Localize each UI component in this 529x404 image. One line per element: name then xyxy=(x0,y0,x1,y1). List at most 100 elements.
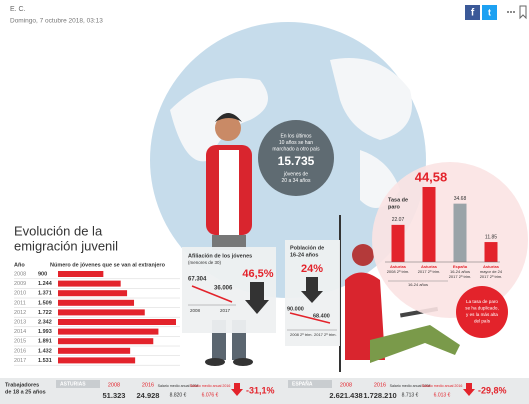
value-label: 1.891 xyxy=(38,339,52,345)
bar xyxy=(422,187,436,262)
value: 68.400 xyxy=(313,313,330,319)
emigration-table: 2008 900 2009 1.244 2010 1.371 2011 1.509 2012 1.… xyxy=(14,271,180,366)
salary-label: Salario medio anual 2008 xyxy=(158,384,199,388)
period: 2008 2º trim. xyxy=(290,332,313,337)
bar xyxy=(58,357,136,364)
down-arrow xyxy=(463,383,475,396)
twitter-button[interactable] xyxy=(482,5,497,20)
value-label: 1.371 xyxy=(38,291,52,297)
year: 2008 xyxy=(340,382,352,388)
region-band xyxy=(56,380,100,388)
column-header: Número de jóvenes que se van al extranje… xyxy=(50,262,166,268)
year: 2016 xyxy=(374,382,386,388)
year: 2015 xyxy=(14,339,26,345)
value: 51.323 xyxy=(103,391,126,400)
region-name: ESPAÑA xyxy=(292,380,313,387)
value: 36.006 xyxy=(214,286,233,292)
bar xyxy=(58,290,128,297)
value-label: 34.68 xyxy=(454,196,467,202)
year: 2017 xyxy=(14,358,26,364)
value-label: 22.07 xyxy=(392,217,405,223)
value-label: 2.342 xyxy=(38,319,52,325)
bubble-number: 15.735 xyxy=(278,154,315,168)
author: E. C. xyxy=(10,6,26,13)
year: 2011 xyxy=(14,300,26,306)
salary-label: Salario medio anual 2016 xyxy=(422,384,463,388)
population-title: Población de xyxy=(290,245,324,251)
twitter-icon[interactable]: t xyxy=(488,7,491,17)
value-label: 900 xyxy=(38,271,47,277)
year: 2014 xyxy=(14,329,26,335)
salary: 8.820 € xyxy=(170,392,187,398)
more-button[interactable] xyxy=(510,11,512,13)
bubble xyxy=(258,120,334,196)
value-label: 11.85 xyxy=(485,234,497,240)
salary: 8.713 € xyxy=(402,392,419,398)
unemployment-title: Tasa de xyxy=(388,197,408,203)
salary: 6.076 € xyxy=(202,392,219,398)
year: 2009 xyxy=(14,281,26,287)
bar xyxy=(58,271,104,277)
note-line: y es la más alta xyxy=(466,312,498,317)
down-arrow xyxy=(301,277,323,303)
affiliation-title: Afiliación de los jóvenes xyxy=(188,253,252,259)
workers-regions: ASTURIAS 2008 51.323 2016 24.928 Salario medi… xyxy=(56,380,507,400)
value-label: 1.509 xyxy=(38,300,52,306)
bubble-line: 10 años se han xyxy=(279,140,313,146)
bubble-line: 20 a 34 años xyxy=(282,178,311,184)
bar-label: 16-24 años xyxy=(450,269,470,274)
affiliation-subtitle: (menores de 30) xyxy=(188,260,222,265)
bar-label: Asturias xyxy=(390,264,407,269)
region-name: ASTURIAS xyxy=(60,381,86,387)
region-band xyxy=(288,380,332,388)
facebook-icon[interactable]: f xyxy=(471,8,475,19)
facebook-button[interactable] xyxy=(465,5,480,20)
year: 2008 xyxy=(108,382,120,388)
bar-label: 2008 2º trim. xyxy=(387,269,410,274)
workers-title: de 18 a 25 años xyxy=(5,389,46,395)
value: 90.000 xyxy=(287,306,304,312)
change: -29,8% xyxy=(478,385,507,395)
person xyxy=(205,113,253,366)
trend-line xyxy=(289,312,331,324)
bar-label: 2017 2º trim. xyxy=(418,269,441,274)
bar-label: 2017 2º trim. xyxy=(480,274,503,279)
unemployment-background xyxy=(372,162,528,318)
year: 2013 xyxy=(14,319,26,325)
value: 2.621.438 xyxy=(329,391,362,400)
unemployment-title: paro xyxy=(388,204,401,210)
bubble-line: marchado a otro país xyxy=(272,146,320,152)
note-line: se ha duplicado, xyxy=(465,306,498,311)
emigration-title: Evolución de la xyxy=(14,223,103,238)
change: -31,1% xyxy=(246,385,275,395)
value-label: 1.993 xyxy=(38,329,52,335)
more-button[interactable] xyxy=(513,11,515,13)
bar xyxy=(484,242,498,262)
bar-label: 2017 2º trim. xyxy=(449,274,472,279)
down-arrow xyxy=(231,383,243,396)
salary: 6.013 € xyxy=(434,392,451,398)
bar xyxy=(58,280,121,287)
salary-label: Salario medio anual 2008 xyxy=(390,384,431,388)
bookmark-button[interactable] xyxy=(519,5,527,20)
bar xyxy=(58,338,154,345)
value-label: 1.531 xyxy=(38,358,52,364)
more-button[interactable] xyxy=(507,11,509,13)
year: 2008 xyxy=(190,308,201,313)
bar xyxy=(58,299,135,306)
value: 1.728.210 xyxy=(363,391,396,400)
bar xyxy=(391,224,405,262)
year: 2008 xyxy=(14,271,26,277)
note-line: del país xyxy=(474,319,491,324)
bar xyxy=(453,203,467,262)
bar-label: mayor de 24 xyxy=(480,269,503,274)
salary-label: Salario medio anual 2016 xyxy=(190,384,231,388)
workers-title: Trabajadores xyxy=(5,382,39,388)
emigration-title: emigración juvenil xyxy=(14,238,118,253)
down-arrow xyxy=(245,282,269,314)
bar-label: Asturias xyxy=(421,264,438,269)
bubble-line: jóvenes de xyxy=(283,171,308,177)
